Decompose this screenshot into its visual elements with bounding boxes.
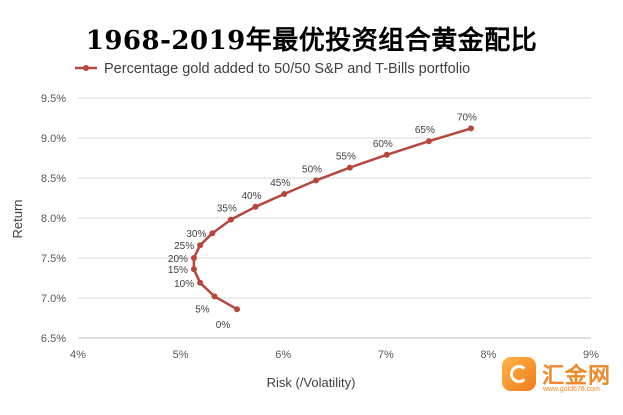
data-label: 50% bbox=[302, 164, 322, 175]
y-axis-ticks: 6.5% 7.0% 7.5% 8.0% 8.5% 9.0% 9.5% bbox=[41, 93, 66, 345]
data-point bbox=[197, 242, 204, 249]
data-label: 15% bbox=[168, 265, 188, 276]
grid-lines bbox=[78, 97, 591, 339]
data-point bbox=[209, 230, 216, 237]
x-tick-label: 7% bbox=[378, 349, 394, 361]
x-axis-title: Risk (/Volatility) bbox=[267, 375, 356, 390]
y-tick-label: 7.5% bbox=[41, 253, 66, 265]
y-tick-label: 9.0% bbox=[41, 133, 66, 145]
chart-title: 1968-2019年最优投资组合黄金配比 bbox=[85, 26, 538, 56]
x-axis-ticks: 4% 5% 6% 7% 8% 9% bbox=[70, 349, 599, 361]
legend: Percentage gold added to 50/50 S&P and T… bbox=[75, 61, 470, 77]
data-label: 25% bbox=[174, 241, 194, 252]
data-point bbox=[190, 255, 197, 261]
x-tick-label: 6% bbox=[275, 349, 291, 361]
series-gold-allocation bbox=[190, 125, 474, 313]
data-point bbox=[252, 203, 259, 210]
data-point bbox=[425, 138, 432, 145]
x-tick-label: 8% bbox=[480, 349, 496, 361]
data-point bbox=[467, 125, 474, 132]
data-label: 55% bbox=[336, 152, 356, 163]
data-label: 65% bbox=[415, 125, 435, 136]
series-line bbox=[192, 127, 472, 311]
data-point bbox=[197, 279, 204, 286]
y-tick-label: 7.0% bbox=[41, 293, 66, 305]
data-label: 60% bbox=[373, 139, 393, 150]
data-point bbox=[281, 191, 288, 197]
x-tick-label: 4% bbox=[70, 349, 86, 361]
data-point bbox=[313, 177, 320, 184]
watermark-url: www.gold678.com bbox=[543, 386, 600, 393]
y-tick-label: 8.0% bbox=[41, 213, 66, 225]
data-point bbox=[211, 293, 218, 300]
data-point bbox=[234, 306, 241, 313]
data-point bbox=[346, 164, 353, 171]
data-label: 5% bbox=[195, 304, 210, 315]
data-label: 30% bbox=[186, 229, 206, 240]
y-tick-label: 6.5% bbox=[41, 333, 66, 345]
data-label: 70% bbox=[457, 112, 477, 123]
gold-logo-icon bbox=[502, 357, 536, 391]
data-point bbox=[227, 216, 234, 223]
point-labels: 0% 5% 10% 15%20% 25%30% 35% 40% 45% 50% 55% 60% 65%… bbox=[168, 112, 477, 331]
data-label: 0% bbox=[216, 320, 231, 331]
x-tick-label: 9% bbox=[583, 349, 599, 361]
y-axis-title: Return bbox=[10, 199, 25, 238]
data-point bbox=[190, 266, 197, 273]
legend-label: Percentage gold added to 50/50 S&P and T… bbox=[104, 61, 470, 77]
data-label: 20% bbox=[168, 254, 188, 265]
watermark-text: 汇金网 bbox=[542, 364, 612, 389]
data-label: 40% bbox=[241, 191, 261, 202]
data-label: 10% bbox=[174, 279, 194, 290]
x-tick-label: 5% bbox=[173, 349, 189, 361]
data-point bbox=[383, 151, 390, 158]
legend-marker bbox=[83, 65, 89, 71]
data-label: 35% bbox=[217, 204, 237, 215]
y-tick-label: 8.5% bbox=[41, 173, 66, 185]
y-tick-label: 9.5% bbox=[41, 93, 66, 105]
watermark: 汇金网 www.gold678.com bbox=[502, 357, 620, 397]
data-label: 45% bbox=[270, 178, 290, 189]
